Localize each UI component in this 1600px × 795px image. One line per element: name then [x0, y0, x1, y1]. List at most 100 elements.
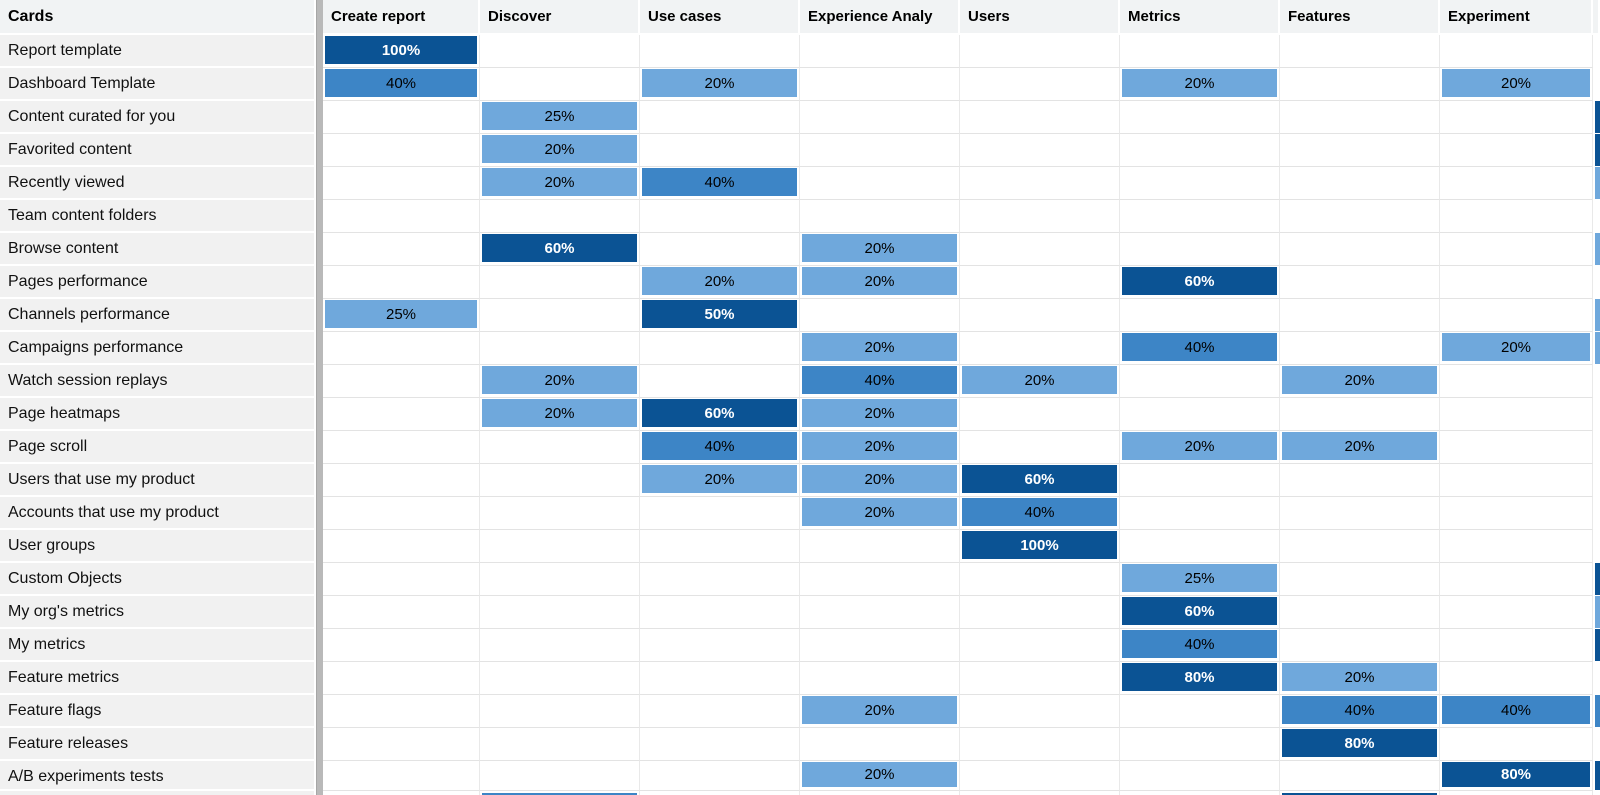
cell[interactable] [1440, 629, 1593, 662]
column-header-7[interactable]: Features [1280, 0, 1440, 35]
cell[interactable] [640, 233, 800, 266]
cell[interactable] [1280, 464, 1440, 497]
cell[interactable]: 20% [800, 431, 960, 464]
cell[interactable] [323, 332, 480, 365]
cell-clipped[interactable] [1593, 596, 1600, 629]
cell[interactable]: 20% [800, 497, 960, 530]
cell[interactable] [960, 791, 1120, 795]
cell[interactable]: 60% [1120, 596, 1280, 629]
cell[interactable] [1440, 101, 1593, 134]
cell-clipped[interactable] [1593, 266, 1600, 299]
cell[interactable] [480, 497, 640, 530]
cell[interactable] [1280, 101, 1440, 134]
cell[interactable]: 20% [480, 365, 640, 398]
row-label[interactable]: User groups [0, 530, 316, 563]
cell[interactable]: 40% [323, 68, 480, 101]
cell[interactable] [960, 200, 1120, 233]
cell[interactable] [640, 662, 800, 695]
cell[interactable] [1440, 530, 1593, 563]
cell[interactable] [1440, 464, 1593, 497]
cell-clipped[interactable] [1593, 299, 1600, 332]
cell[interactable]: 25% [323, 299, 480, 332]
cell[interactable] [1280, 200, 1440, 233]
cell-clipped[interactable] [1593, 497, 1600, 530]
cell[interactable] [480, 563, 640, 596]
cell[interactable]: 20% [800, 464, 960, 497]
cell[interactable] [1280, 134, 1440, 167]
cell[interactable] [480, 662, 640, 695]
cell[interactable] [1280, 167, 1440, 200]
cell[interactable]: 40% [800, 365, 960, 398]
cell[interactable] [960, 35, 1120, 68]
cell-clipped[interactable] [1593, 629, 1600, 662]
cell[interactable] [1280, 596, 1440, 629]
cell[interactable]: 20% [960, 365, 1120, 398]
cell[interactable] [323, 464, 480, 497]
cell[interactable] [323, 233, 480, 266]
cell[interactable] [323, 497, 480, 530]
cell[interactable]: 20% [1440, 332, 1593, 365]
cell[interactable] [323, 695, 480, 728]
cell[interactable] [323, 101, 480, 134]
cell[interactable]: 60% [1120, 266, 1280, 299]
cell[interactable] [1120, 134, 1280, 167]
cell[interactable] [1120, 233, 1280, 266]
cell[interactable] [480, 464, 640, 497]
cell[interactable] [1440, 596, 1593, 629]
cell[interactable]: 80% [1440, 761, 1593, 791]
row-label[interactable]: Recently viewed [0, 167, 316, 200]
cell[interactable] [1440, 662, 1593, 695]
column-header-5[interactable]: Users [960, 0, 1120, 35]
cell[interactable] [480, 596, 640, 629]
row-label[interactable]: Content curated for you [0, 101, 316, 134]
cell-clipped[interactable] [1593, 167, 1600, 200]
cell[interactable]: 80% [1120, 662, 1280, 695]
cell[interactable] [800, 791, 960, 795]
cell[interactable] [1120, 530, 1280, 563]
cell[interactable] [480, 68, 640, 101]
cell[interactable] [323, 761, 480, 791]
cell[interactable] [960, 629, 1120, 662]
cell[interactable] [1280, 791, 1440, 795]
cell[interactable] [1440, 728, 1593, 761]
row-label[interactable]: Page heatmaps [0, 398, 316, 431]
row-label[interactable]: Page scroll [0, 431, 316, 464]
row-label[interactable]: Campaigns performance [0, 332, 316, 365]
cell[interactable] [1440, 563, 1593, 596]
cell-clipped[interactable] [1593, 761, 1600, 791]
cell[interactable]: 20% [800, 332, 960, 365]
cell[interactable] [323, 200, 480, 233]
column-header-2[interactable]: Discover [480, 0, 640, 35]
cell[interactable] [1280, 398, 1440, 431]
cell[interactable] [800, 200, 960, 233]
cell-clipped[interactable] [1593, 695, 1600, 728]
cell[interactable] [323, 791, 480, 795]
cell[interactable] [960, 563, 1120, 596]
cell[interactable]: 60% [480, 233, 640, 266]
cell[interactable] [1120, 101, 1280, 134]
cell-clipped[interactable] [1593, 530, 1600, 563]
cell[interactable] [1440, 134, 1593, 167]
cell[interactable] [640, 365, 800, 398]
cell[interactable]: 40% [1280, 695, 1440, 728]
cell-clipped[interactable] [1593, 332, 1600, 365]
cell[interactable] [960, 431, 1120, 464]
cell[interactable] [1280, 233, 1440, 266]
cell[interactable] [960, 167, 1120, 200]
row-label[interactable]: Dashboard Template [0, 68, 316, 101]
cell[interactable] [323, 134, 480, 167]
cell[interactable] [1440, 791, 1593, 795]
cell[interactable] [1120, 200, 1280, 233]
cell-clipped[interactable] [1593, 431, 1600, 464]
cell[interactable] [1280, 35, 1440, 68]
cell[interactable] [480, 431, 640, 464]
cell[interactable]: 20% [1280, 431, 1440, 464]
cell[interactable] [1440, 266, 1593, 299]
cell[interactable] [1120, 695, 1280, 728]
cell[interactable] [1280, 761, 1440, 791]
cell[interactable]: 20% [1120, 431, 1280, 464]
cell[interactable]: 20% [800, 398, 960, 431]
cell[interactable] [323, 530, 480, 563]
cell[interactable] [960, 266, 1120, 299]
cell[interactable] [640, 200, 800, 233]
